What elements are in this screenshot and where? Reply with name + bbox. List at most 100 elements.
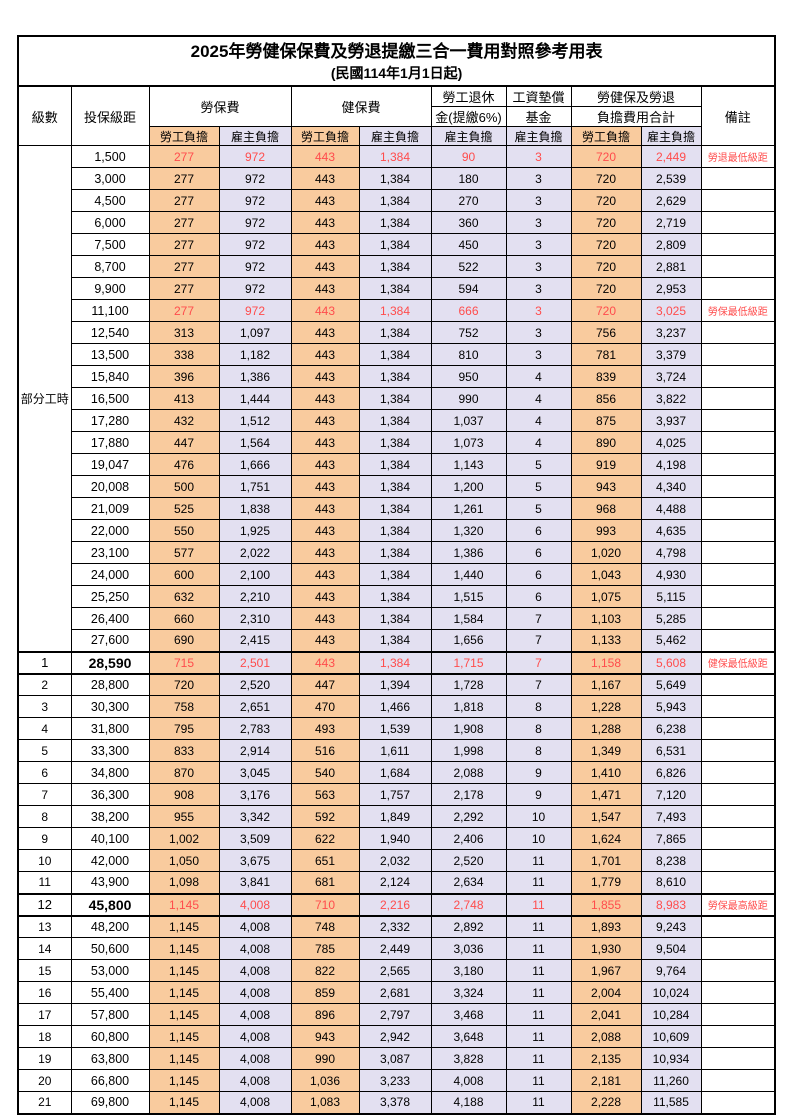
table-row: 19 63,800 1,145 4,008 990 3,087 3,828 11 2,135 10… — [17, 1047, 776, 1070]
health-employee-cell: 710 — [290, 892, 360, 917]
table-row: 3,000 277 972 443 1,384 180 3 720 2,539 — [18, 167, 776, 190]
total-employer-cell: 5,285 — [640, 607, 702, 630]
labor-employee-cell: 413 — [148, 387, 220, 410]
health-employee-cell: 443 — [290, 563, 360, 586]
labor-employee-cell: 600 — [148, 563, 220, 586]
table-row: 15,840 396 1,386 443 1,384 950 4 839 3,724 — [18, 365, 776, 388]
health-employer-cell: 1,384 — [358, 299, 432, 322]
table-row: 9,900 277 972 443 1,384 594 3 720 2,953 — [18, 277, 776, 300]
wage-fund-employer-cell: 11 — [505, 981, 572, 1004]
total-employer-cell: 2,449 — [640, 145, 702, 168]
labor-employer-cell: 1,666 — [218, 453, 292, 476]
pension-employer-cell: 2,292 — [430, 805, 507, 828]
total-employer-cell: 2,629 — [640, 189, 702, 212]
health-employer-cell: 1,384 — [358, 563, 432, 586]
labor-employer-cell: 1,386 — [218, 365, 292, 388]
bracket-cell: 17,880 — [70, 431, 150, 454]
total-employer-cell: 11,260 — [640, 1069, 702, 1092]
total-employer-cell: 3,237 — [640, 321, 702, 344]
labor-employee-cell: 476 — [148, 453, 220, 476]
total-employee-cell: 720 — [570, 233, 642, 256]
title-cell: 2025年勞健保保費及勞退提繳三合一費用對照參考用表 (民國114年1月1日起) — [17, 35, 776, 87]
labor-employee-cell: 720 — [148, 673, 220, 696]
health-employer-cell: 3,233 — [358, 1069, 432, 1092]
labor-employer-cell: 4,008 — [218, 1047, 292, 1070]
wage-fund-employer-cell: 3 — [505, 277, 572, 300]
labor-employee-cell: 1,050 — [148, 849, 220, 872]
pension-employer-cell: 2,634 — [430, 871, 507, 894]
pension-employer-cell: 1,440 — [430, 563, 507, 586]
labor-employee-cell: 277 — [148, 277, 220, 300]
total-employee-cell: 856 — [570, 387, 642, 410]
labor-employer-cell: 4,008 — [218, 937, 292, 960]
total-employee-cell: 1,043 — [570, 563, 642, 586]
labor-employer-cell: 972 — [218, 189, 292, 212]
health-employee-cell: 443 — [290, 233, 360, 256]
bracket-cell: 23,100 — [70, 541, 150, 564]
health-employee-cell: 443 — [290, 167, 360, 190]
labor-employer-cell: 4,008 — [218, 959, 292, 982]
health-employer-cell: 2,565 — [358, 959, 432, 982]
total-employer-cell: 2,953 — [640, 277, 702, 300]
pension-employer-cell: 950 — [430, 365, 507, 388]
bracket-cell: 66,800 — [70, 1069, 150, 1092]
level-cell: 11 — [17, 871, 72, 894]
total-employer-cell: 5,115 — [640, 585, 702, 608]
health-employee-cell: 443 — [290, 343, 360, 366]
table-row: 11,100 277 972 443 1,384 666 3 720 3,025 勞保最低級距 — [18, 299, 776, 322]
bracket-cell: 4,500 — [70, 189, 150, 212]
pension-employer-cell: 1,998 — [430, 739, 507, 762]
labor-employee-cell: 908 — [148, 783, 220, 806]
health-employee-cell: 447 — [290, 673, 360, 696]
remark-cell: 勞保最高級距 — [700, 892, 776, 917]
total-employee-cell: 2,135 — [570, 1047, 642, 1070]
labor-employer-cell: 972 — [218, 255, 292, 278]
bracket-cell: 34,800 — [70, 761, 150, 784]
table-row: 24,000 600 2,100 443 1,384 1,440 6 1,043 4,930 — [18, 563, 776, 586]
remark-cell — [700, 541, 776, 564]
labor-employer-cell: 972 — [218, 299, 292, 322]
labor-employer-cell: 1,925 — [218, 519, 292, 542]
health-employer-cell: 1,384 — [358, 409, 432, 432]
bracket-cell: 21,009 — [70, 497, 150, 520]
wage-fund-employer-cell: 11 — [505, 915, 572, 938]
health-employer-cell: 1,384 — [358, 255, 432, 278]
labor-employee-cell: 690 — [148, 629, 220, 652]
health-employer-cell: 1,384 — [358, 650, 432, 675]
labor-employer-cell: 1,182 — [218, 343, 292, 366]
total-employee-cell: 2,228 — [570, 1091, 642, 1114]
wage-fund-employer-cell: 6 — [505, 541, 572, 564]
wage-fund-employer-cell: 8 — [505, 739, 572, 762]
labor-employee-cell: 1,145 — [148, 1091, 220, 1114]
health-employee-cell: 443 — [290, 585, 360, 608]
remark-cell — [700, 981, 776, 1004]
remark-cell — [700, 1069, 776, 1092]
labor-employer-cell: 3,675 — [218, 849, 292, 872]
remark-cell — [700, 1047, 776, 1070]
pension-employer-cell: 3,468 — [430, 1003, 507, 1026]
level-cell: 18 — [17, 1025, 72, 1048]
pension-employer-cell: 1,037 — [430, 409, 507, 432]
total-employee-cell: 756 — [570, 321, 642, 344]
pension-employer-cell: 1,728 — [430, 673, 507, 696]
total-employee-cell: 2,088 — [570, 1025, 642, 1048]
labor-employee-cell: 795 — [148, 717, 220, 740]
bracket-cell: 12,540 — [70, 321, 150, 344]
health-employer-cell: 1,611 — [358, 739, 432, 762]
wage-fund-employer-cell: 6 — [505, 585, 572, 608]
health-employer-cell: 1,384 — [358, 167, 432, 190]
table-row: 12 45,800 1,145 4,008 710 2,216 2,748 11 1,855 8,… — [17, 892, 776, 917]
level-cell: 21 — [17, 1091, 72, 1114]
health-employee-cell: 540 — [290, 761, 360, 784]
bracket-cell: 3,000 — [70, 167, 150, 190]
level-cell: 6 — [17, 761, 72, 784]
table-row: 23,100 577 2,022 443 1,384 1,386 6 1,020 4,798 — [18, 541, 776, 564]
bracket-cell: 28,800 — [70, 673, 150, 696]
health-employee-cell: 443 — [290, 453, 360, 476]
labor-employer-cell: 2,651 — [218, 695, 292, 718]
total-employee-cell: 1,020 — [570, 541, 642, 564]
bracket-cell: 38,200 — [70, 805, 150, 828]
total-employee-cell: 1,967 — [570, 959, 642, 982]
health-employer-cell: 1,384 — [358, 541, 432, 564]
table-row: 12,540 313 1,097 443 1,384 752 3 756 3,237 — [18, 321, 776, 344]
